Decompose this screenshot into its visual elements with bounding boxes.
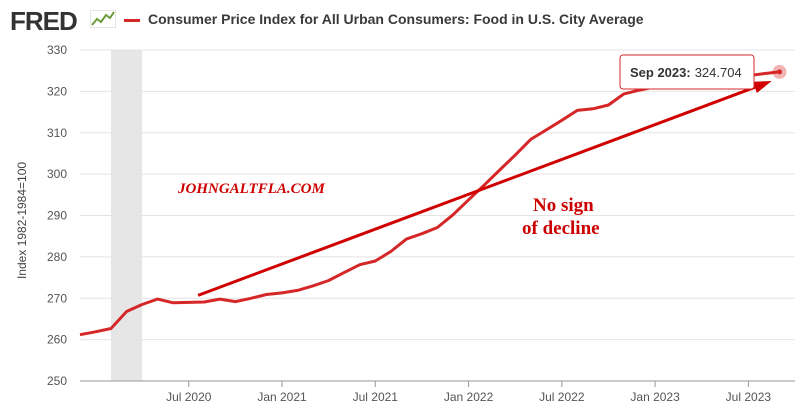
fred-chart-logo-icon — [90, 10, 116, 28]
x-axis-ticks: Jul 2020 Jan 2021 Jul 2021 Jan 2022 Jul 2022… — [166, 381, 771, 404]
x-tick-label-jul-2021: Jul 2021 — [353, 390, 399, 404]
x-tick-label-jul-2023: Jul 2023 — [726, 390, 772, 404]
y-tick-label-310: 310 — [47, 126, 67, 140]
cpi-food-series-line[interactable] — [79, 70, 780, 337]
fred-logo[interactable]: FRED — [10, 6, 78, 36]
legend-swatch — [124, 18, 140, 22]
tooltip-text: Sep 2023: 324.704 — [630, 65, 742, 80]
y-axis-label: Index 1982-1984=100 — [15, 162, 29, 279]
x-tick-label-jan-2021: Jan 2021 — [257, 390, 307, 404]
legend-label: Consumer Price Index for All Urban Consu… — [148, 11, 644, 27]
annotation-of-decline: of decline — [522, 218, 600, 239]
last-point-marker[interactable] — [777, 69, 783, 75]
x-tick-label-jul-2022: Jul 2022 — [539, 390, 585, 404]
tooltip-value: 324.704 — [695, 65, 742, 80]
y-tick-label-280: 280 — [47, 250, 67, 264]
y-tick-label-330: 330 — [47, 43, 67, 57]
x-tick-label-jan-2023: Jan 2023 — [630, 390, 680, 404]
y-tick-label-250: 250 — [47, 374, 67, 388]
gridlines — [80, 49, 795, 341]
y-tick-label-300: 300 — [47, 167, 67, 181]
trend-arrow — [197, 81, 772, 297]
y-tick-label-270: 270 — [47, 291, 67, 305]
y-tick-label-260: 260 — [47, 333, 67, 347]
y-tick-label-320: 320 — [47, 84, 67, 98]
header: FRED Consumer Price Index for All Urban … — [0, 0, 800, 40]
x-tick-label-jul-2020: Jul 2020 — [166, 390, 212, 404]
trend-arrow-head — [752, 81, 772, 93]
legend[interactable]: Consumer Price Index for All Urban Consu… — [124, 11, 644, 27]
tooltip-date: Sep 2023: — [630, 65, 691, 80]
value-tooltip: Sep 2023: 324.704 — [619, 54, 755, 90]
x-tick-label-jan-2022: Jan 2022 — [444, 390, 494, 404]
y-tick-label-290: 290 — [47, 209, 67, 223]
annotation-no-sign: No sign — [533, 195, 594, 216]
watermark-text: JOHNGALTFLA.COM — [177, 181, 325, 197]
y-axis-ticks: 250 260 270 280 290 300 310 320 330 — [47, 43, 67, 388]
trend-arrow-shaft — [197, 85, 756, 297]
tooltip-box — [619, 54, 755, 90]
